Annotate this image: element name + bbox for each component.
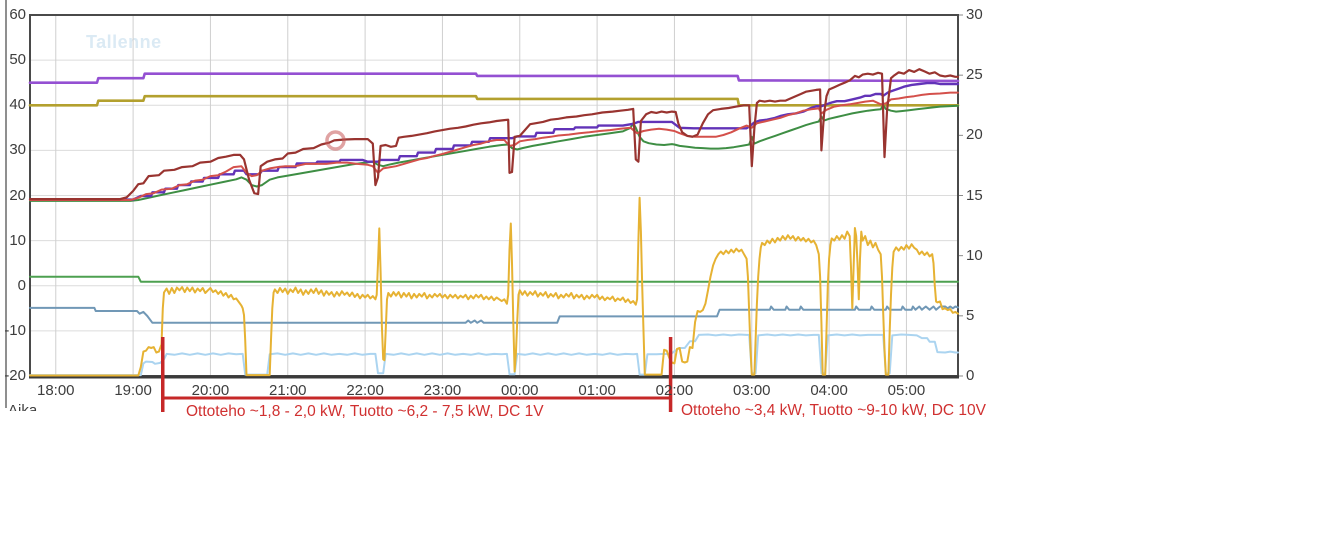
series-olive — [28, 94, 960, 107]
highlight-marker[interactable] — [325, 130, 346, 151]
chart-canvas — [28, 14, 963, 412]
series-violet-step — [28, 81, 960, 201]
x-axis-title-text: Aika — [8, 402, 38, 411]
series-steel-blue — [29, 305, 959, 324]
panel-edge-line — [5, 0, 7, 408]
series-light-blue — [29, 333, 959, 377]
series-violet-flat — [28, 72, 960, 84]
annotation-period1: Ottoteho ~1,8 - 2,0 kW, Tuotto ~6,2 - 7,… — [186, 403, 544, 420]
series-yellow — [29, 196, 959, 377]
series-green — [29, 104, 959, 202]
watermark: Tallenne — [86, 32, 162, 52]
annotation-period2: Ottoteho ~3,4 kW, Tuotto ~9-10 kW, DC 10… — [681, 402, 986, 419]
series-green-flat — [29, 275, 959, 283]
series-dark-red — [28, 68, 960, 201]
x-axis-title: Aika — [8, 402, 52, 411]
